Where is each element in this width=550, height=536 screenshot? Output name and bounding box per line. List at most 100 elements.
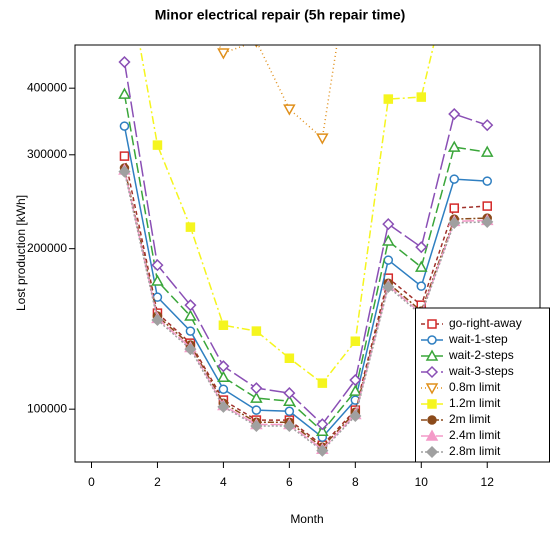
- legend-marker: [427, 399, 437, 409]
- marker: [217, 370, 230, 382]
- marker: [382, 234, 395, 246]
- marker: [184, 343, 197, 356]
- legend-marker: [427, 415, 437, 425]
- marker: [185, 326, 196, 336]
- marker: [317, 378, 328, 388]
- legend-label: wait-1-step: [448, 332, 508, 346]
- legend-marker: [427, 319, 437, 329]
- marker: [482, 201, 492, 211]
- marker: [416, 281, 427, 291]
- marker: [316, 424, 329, 437]
- x-tick-label: 4: [220, 475, 227, 489]
- marker: [350, 336, 361, 346]
- y-tick-label: 300000: [27, 147, 67, 161]
- y-axis-label: Lost production [kWh]: [14, 195, 28, 311]
- x-tick-label: 6: [286, 475, 293, 489]
- marker: [382, 280, 395, 294]
- y-tick-label: 200000: [27, 241, 67, 255]
- marker: [383, 94, 394, 104]
- legend-marker: [425, 365, 439, 379]
- marker: [482, 176, 492, 186]
- legend-marker: [425, 383, 439, 395]
- marker: [119, 121, 130, 131]
- series-line: [123, 61, 488, 426]
- marker: [447, 140, 461, 152]
- marker: [448, 107, 461, 121]
- series-line: [123, 155, 488, 447]
- marker: [152, 140, 163, 150]
- plot-frame: [74, 44, 541, 463]
- legend-marker: [425, 429, 439, 441]
- marker: [251, 326, 262, 336]
- marker: [349, 373, 362, 387]
- legend-label: 2.4m limit: [449, 428, 501, 442]
- marker: [415, 241, 428, 254]
- marker: [284, 406, 295, 417]
- marker: [480, 145, 494, 157]
- marker: [349, 409, 362, 423]
- marker: [118, 165, 131, 178]
- x-tick-label: 10: [415, 475, 429, 489]
- marker: [416, 92, 427, 102]
- marker: [151, 259, 164, 272]
- marker: [449, 174, 460, 184]
- marker: [382, 218, 395, 231]
- legend-label: 0.8m limit: [449, 380, 501, 394]
- series-line: [123, 167, 488, 449]
- marker: [283, 387, 296, 400]
- x-tick-label: 12: [481, 475, 495, 489]
- marker: [481, 119, 494, 132]
- marker: [283, 394, 296, 406]
- marker: [184, 309, 197, 321]
- marker: [415, 260, 428, 272]
- marker: [217, 48, 230, 60]
- x-tick-label: 0: [88, 475, 95, 489]
- legend-marker: [425, 445, 439, 459]
- legend-label: 2m limit: [449, 412, 491, 426]
- legend-label: 2.8m limit: [449, 444, 501, 458]
- marker: [250, 391, 263, 403]
- marker: [218, 384, 229, 394]
- marker: [251, 405, 262, 415]
- y-tick-label: 100000: [27, 401, 67, 415]
- legend-marker: [427, 335, 437, 345]
- series-line: [138, 45, 435, 385]
- series-line: [218, 45, 338, 140]
- series-line: [123, 125, 488, 439]
- marker: [151, 313, 164, 327]
- marker: [118, 55, 131, 69]
- marker: [250, 419, 263, 433]
- legend-label: go-right-away: [449, 316, 522, 330]
- x-tick-label: 8: [352, 475, 359, 489]
- marker: [119, 151, 130, 161]
- marker: [284, 353, 295, 363]
- legend-label: wait-3-steps: [448, 364, 514, 378]
- x-axis-label: Month: [290, 512, 323, 526]
- marker: [250, 382, 263, 395]
- legend-marker: [425, 349, 439, 361]
- marker: [481, 215, 494, 228]
- marker: [184, 299, 197, 312]
- marker: [316, 133, 329, 145]
- marker: [218, 320, 229, 330]
- legend-label: 1.2m limit: [449, 396, 501, 410]
- marker: [449, 203, 460, 213]
- y-tick-label: 400000: [27, 80, 67, 94]
- marker: [151, 274, 164, 286]
- marker: [383, 255, 394, 265]
- plot-area: [118, 45, 494, 457]
- series-line: [123, 171, 488, 452]
- marker: [283, 104, 296, 116]
- legend-label: wait-2-steps: [448, 348, 514, 362]
- chart-title: Minor electrical repair (5h repair time): [155, 7, 406, 23]
- x-tick-label: 2: [154, 475, 161, 489]
- marker: [185, 222, 196, 232]
- marker: [217, 400, 230, 413]
- marker: [316, 418, 329, 431]
- marker: [283, 419, 296, 433]
- marker: [118, 87, 131, 99]
- marker: [217, 360, 230, 373]
- marker: [152, 292, 163, 302]
- marker: [448, 216, 461, 230]
